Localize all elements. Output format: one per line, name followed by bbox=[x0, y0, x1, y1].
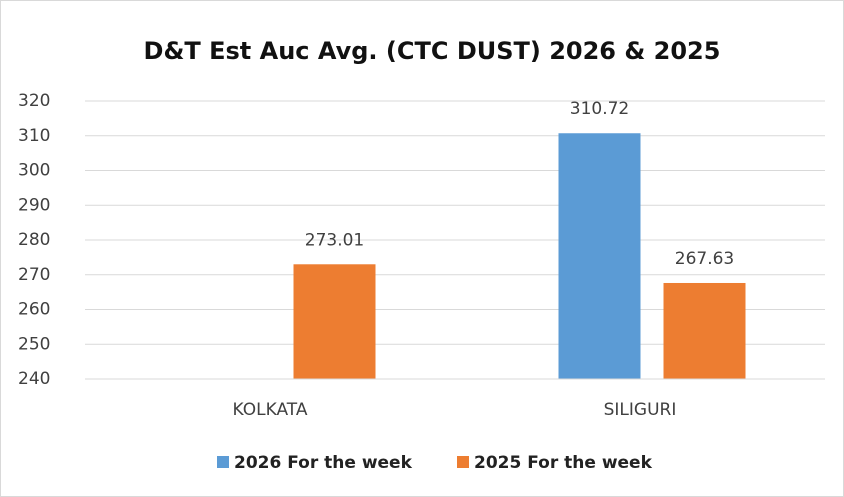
data-label: 267.63 bbox=[675, 249, 734, 269]
data-label: 273.01 bbox=[305, 230, 364, 250]
legend-label: 2026 For the week bbox=[234, 453, 413, 473]
y-tick-label: 240 bbox=[18, 369, 50, 389]
y-tick-label: 280 bbox=[18, 230, 50, 250]
y-tick-label: 290 bbox=[18, 195, 50, 215]
legend-swatch bbox=[217, 456, 229, 468]
legend-label: 2025 For the week bbox=[474, 453, 653, 473]
data-label: 310.72 bbox=[570, 99, 629, 119]
x-tick-label: KOLKATA bbox=[233, 400, 308, 420]
chart-title: D&T Est Auc Avg. (CTC DUST) 2026 & 2025 bbox=[144, 37, 721, 65]
bar bbox=[558, 133, 641, 379]
x-tick-label: SILIGURI bbox=[604, 400, 677, 420]
bar bbox=[663, 282, 746, 379]
y-tick-label: 300 bbox=[18, 161, 50, 181]
y-tick-label: 320 bbox=[18, 91, 50, 111]
y-tick-label: 270 bbox=[18, 265, 50, 285]
y-tick-label: 260 bbox=[18, 300, 50, 320]
y-tick-label: 250 bbox=[18, 334, 50, 354]
legend-swatch bbox=[457, 456, 469, 468]
y-tick-label: 310 bbox=[18, 126, 50, 146]
bar bbox=[293, 264, 376, 379]
